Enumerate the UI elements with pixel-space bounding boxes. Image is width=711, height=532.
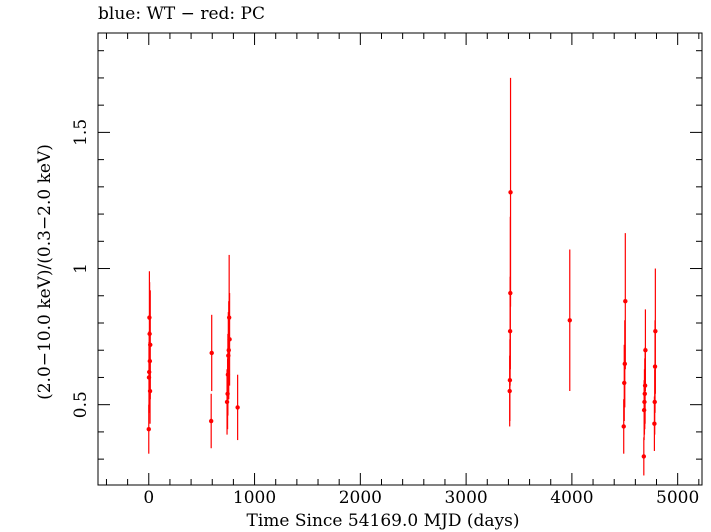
data-point bbox=[209, 350, 214, 356]
x-tick-label: 1000 bbox=[233, 488, 276, 508]
chart-title: blue: WT − red: PC bbox=[98, 4, 265, 24]
y-axis-label: (2.0−10.0 keV)/(0.3−2.0 keV) bbox=[35, 144, 55, 400]
x-tick-label: 4000 bbox=[550, 488, 593, 508]
data-point bbox=[208, 418, 214, 424]
x-tick-label: 3000 bbox=[444, 488, 487, 508]
data-point bbox=[653, 328, 658, 334]
x-axis-label: Time Since 54169.0 MJD (days) bbox=[247, 511, 520, 531]
data-point bbox=[146, 426, 151, 432]
data-point bbox=[643, 348, 648, 353]
data-point bbox=[148, 342, 153, 347]
y-tick-label: 1.5 bbox=[71, 119, 91, 146]
data-point bbox=[567, 318, 572, 323]
x-tick-label: 0 bbox=[143, 488, 154, 508]
data-point bbox=[641, 454, 647, 459]
data-point bbox=[621, 424, 626, 429]
data-point bbox=[235, 405, 240, 410]
x-tick-label: 5000 bbox=[656, 488, 699, 508]
x-tick-label: 2000 bbox=[339, 488, 382, 508]
y-tick-label: 1 bbox=[71, 263, 91, 274]
plot-frame bbox=[97, 32, 703, 486]
data-point bbox=[508, 190, 513, 195]
y-tick-label: 0.5 bbox=[71, 391, 91, 418]
data-point bbox=[227, 337, 232, 342]
data-point bbox=[623, 299, 628, 304]
